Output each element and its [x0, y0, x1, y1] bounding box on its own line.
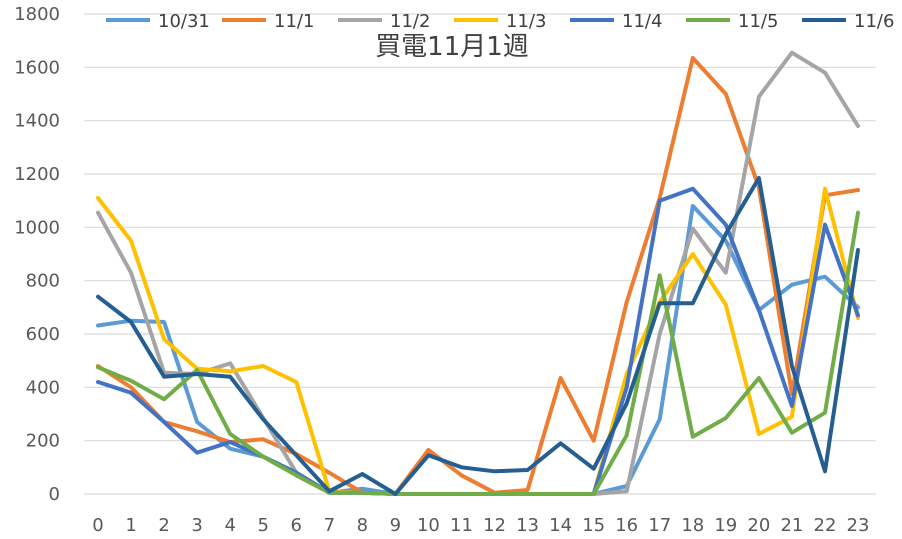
series-lines: [96, 50, 860, 496]
x-tick-label: 15: [582, 515, 605, 536]
x-tick-label: 23: [847, 515, 870, 536]
legend-label: 11/5: [738, 11, 778, 32]
x-tick-label: 10: [417, 515, 440, 536]
legend-entry: 11/1: [222, 11, 314, 32]
y-tick-label: 1000: [14, 217, 60, 238]
legend-label: 11/6: [854, 11, 894, 32]
x-tick-label: 11: [450, 515, 473, 536]
legend-label: 11/4: [622, 11, 662, 32]
legend-entry: 11/5: [686, 11, 778, 32]
legend-label: 11/1: [274, 11, 314, 32]
x-tick-label: 13: [516, 515, 539, 536]
y-tick-label: 200: [26, 431, 60, 452]
x-tick-label: 3: [191, 515, 202, 536]
legend-entry: 11/6: [802, 11, 894, 32]
y-tick-label: 400: [26, 377, 60, 398]
x-tick-label: 18: [681, 515, 704, 536]
chart-title: 買電11月1週: [375, 32, 529, 62]
x-tick-label: 14: [549, 515, 572, 536]
x-tick-label: 0: [92, 515, 103, 536]
series-line-11-6: [96, 176, 860, 496]
x-tick-label: 1: [125, 515, 136, 536]
x-tick-label: 9: [390, 515, 401, 536]
x-tick-label: 19: [714, 515, 737, 536]
legend-entry: 11/3: [454, 11, 546, 32]
x-tick-label: 5: [257, 515, 268, 536]
x-tick-label: 12: [483, 515, 506, 536]
x-tick-label: 16: [615, 515, 638, 536]
x-tick-label: 2: [158, 515, 169, 536]
legend-label: 10/31: [158, 11, 210, 32]
y-tick-label: 1400: [14, 111, 60, 132]
y-tick-label: 0: [49, 484, 60, 505]
legend-entry: 11/4: [570, 11, 662, 32]
y-tick-label: 600: [26, 324, 60, 345]
x-axis-tick-labels: 0 1 2 3 4 5 6 7 8 9 10 11 12 13 14 15 16 17 18 19 20 21 22 23: [92, 515, 869, 536]
x-tick-label: 8: [357, 515, 368, 536]
y-tick-label: 800: [26, 271, 60, 292]
y-tick-label: 1200: [14, 164, 60, 185]
legend: 10/31 11/1 11/2 11/3 11/4 11/5 11/6: [106, 11, 894, 32]
series-line-11-1: [96, 56, 860, 496]
x-tick-label: 22: [814, 515, 837, 536]
x-tick-label: 17: [648, 515, 671, 536]
x-tick-label: 7: [324, 515, 335, 536]
legend-label: 11/3: [506, 11, 546, 32]
legend-entry: 11/2: [338, 11, 430, 32]
x-tick-label: 4: [224, 515, 235, 536]
y-axis-tick-labels: 0 200 400 600 800 1000 1200 1400 1600 1800: [14, 4, 60, 505]
x-tick-label: 21: [780, 515, 803, 536]
series-line-11-5: [96, 210, 860, 496]
y-tick-label: 1800: [14, 4, 60, 25]
legend-label: 11/2: [390, 11, 430, 32]
x-tick-label: 6: [291, 515, 302, 536]
gridlines: [84, 13, 876, 495]
y-tick-label: 1600: [14, 57, 60, 78]
legend-entry: 10/31: [106, 11, 210, 32]
x-tick-label: 20: [747, 515, 770, 536]
